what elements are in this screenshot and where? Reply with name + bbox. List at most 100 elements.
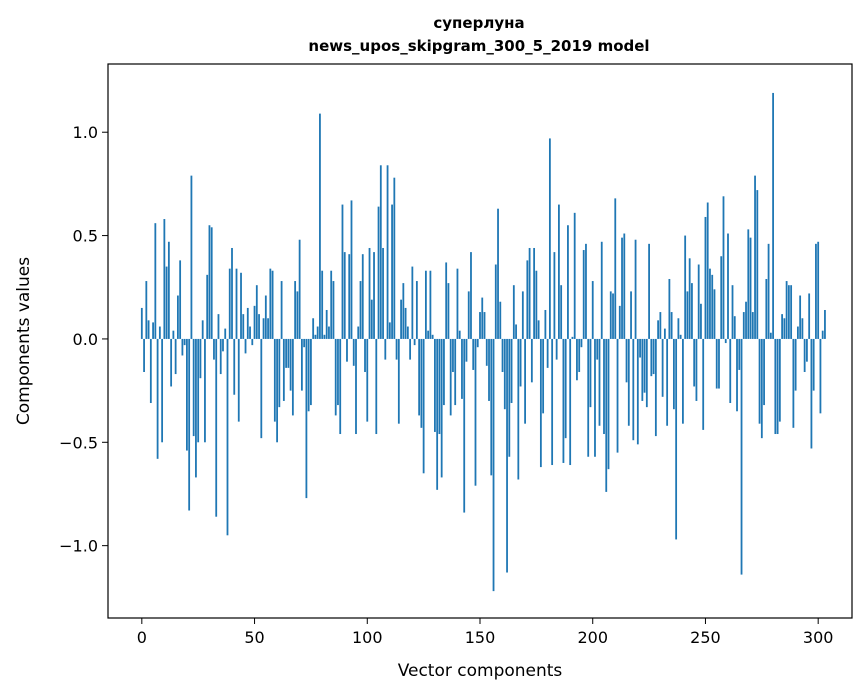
bar xyxy=(713,289,716,339)
bar xyxy=(377,206,380,339)
bar xyxy=(821,330,824,339)
bar xyxy=(785,281,788,339)
bar xyxy=(224,328,227,339)
bar xyxy=(343,252,346,339)
bar xyxy=(316,326,319,339)
bar xyxy=(715,338,718,389)
bar xyxy=(258,314,260,339)
bar xyxy=(632,338,635,441)
bar xyxy=(742,312,745,339)
bar xyxy=(352,338,355,366)
x-tick-label: 250 xyxy=(690,628,721,647)
y-tick-label: 0.0 xyxy=(73,330,98,349)
x-tick-label: 100 xyxy=(352,628,383,647)
bar xyxy=(803,338,806,372)
bar xyxy=(463,338,466,513)
bar xyxy=(621,237,623,339)
bar xyxy=(244,338,247,354)
bar xyxy=(569,338,572,466)
bar xyxy=(366,338,369,422)
bar xyxy=(404,307,407,339)
bar xyxy=(461,338,463,399)
bar xyxy=(634,239,637,339)
bar xyxy=(174,338,177,375)
bar xyxy=(294,281,297,339)
bar xyxy=(186,338,188,451)
bar xyxy=(269,268,272,339)
bar xyxy=(488,338,490,401)
bar xyxy=(582,250,585,339)
bar xyxy=(524,338,526,424)
bar xyxy=(172,330,175,339)
bar xyxy=(587,338,590,457)
bar xyxy=(591,281,594,339)
bar xyxy=(824,309,826,339)
bar xyxy=(418,338,421,416)
bar xyxy=(402,283,405,339)
bar xyxy=(476,338,479,348)
bar xyxy=(684,235,687,339)
bar xyxy=(357,326,360,339)
bar xyxy=(217,314,220,339)
bar xyxy=(386,165,389,339)
bar xyxy=(774,338,777,435)
bar xyxy=(409,338,412,360)
y-axis: −1.0 −0.5 0.0 0.5 1.0 xyxy=(59,123,108,556)
bar xyxy=(573,212,576,339)
bar xyxy=(494,264,497,339)
bar xyxy=(170,338,173,387)
bar xyxy=(262,318,265,339)
bar xyxy=(382,247,384,339)
y-tick-label: 0.5 xyxy=(73,227,98,246)
bar xyxy=(501,338,504,372)
bar xyxy=(271,270,274,339)
bar xyxy=(370,299,373,339)
bar xyxy=(720,256,723,339)
bar xyxy=(456,268,459,339)
bar xyxy=(594,338,596,457)
bar xyxy=(722,196,725,339)
x-tick-label: 150 xyxy=(465,628,496,647)
bar xyxy=(747,229,750,339)
bar xyxy=(310,338,312,406)
bar xyxy=(815,243,817,339)
bar xyxy=(787,285,790,339)
bar xyxy=(603,338,605,435)
bar xyxy=(167,241,170,339)
x-tick-label: 200 xyxy=(577,628,608,647)
bar xyxy=(625,338,628,383)
bar-series xyxy=(140,92,826,592)
bar xyxy=(790,285,793,339)
bar xyxy=(589,338,592,408)
bar xyxy=(307,338,310,412)
bar xyxy=(607,338,610,470)
bar xyxy=(542,338,545,414)
bar xyxy=(204,338,206,443)
bar xyxy=(700,303,702,339)
bar xyxy=(470,252,472,339)
bar xyxy=(711,274,714,339)
bar xyxy=(397,338,400,424)
bar xyxy=(616,338,619,453)
bar xyxy=(691,283,693,339)
bar xyxy=(526,260,529,339)
bar xyxy=(231,247,233,339)
bar xyxy=(449,338,452,416)
bar xyxy=(179,260,182,339)
bar xyxy=(659,312,662,339)
bar xyxy=(192,338,195,437)
bar xyxy=(697,264,700,339)
bar xyxy=(515,324,517,339)
bar xyxy=(424,270,427,339)
bar xyxy=(817,241,820,339)
bar xyxy=(812,338,815,391)
bar xyxy=(600,241,603,339)
bar xyxy=(303,338,306,348)
bar xyxy=(783,318,786,339)
bar xyxy=(510,338,513,404)
x-axis: 0 50 100 150 200 250 300 xyxy=(137,618,833,647)
bar xyxy=(436,338,439,490)
bar xyxy=(702,338,705,430)
bar xyxy=(688,258,691,339)
bar xyxy=(152,322,154,339)
